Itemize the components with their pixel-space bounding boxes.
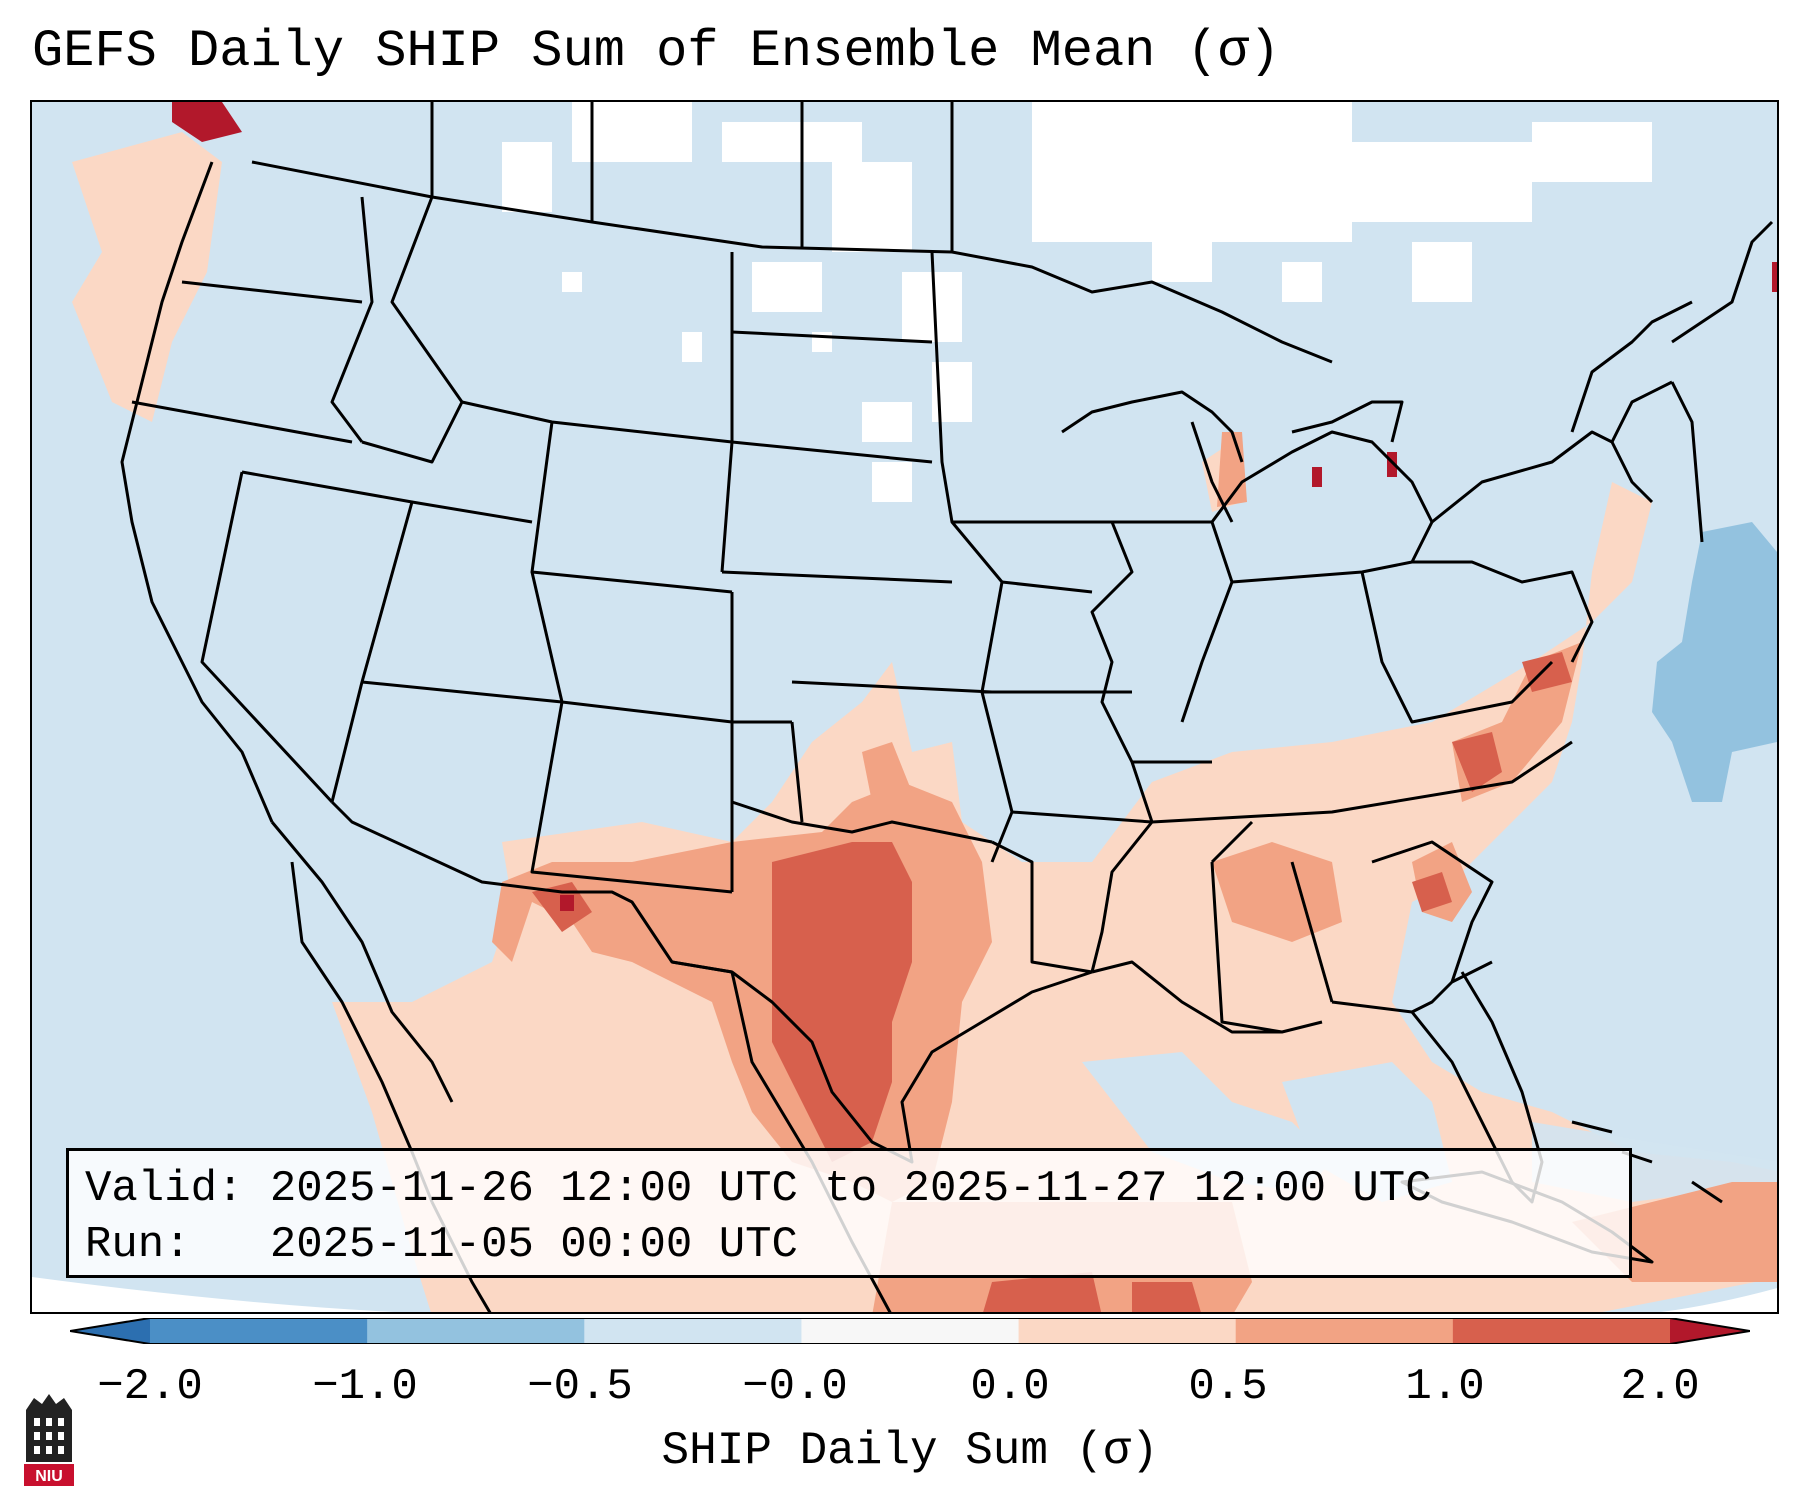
colorbar-tick-label: −1.0 (312, 1362, 418, 1412)
colorbar-segments (150, 1318, 1671, 1344)
projection-edge-right (1660, 1288, 1777, 1312)
canada-speckles (502, 102, 1652, 502)
niu-logo-building (26, 1394, 72, 1462)
colorbar (70, 1318, 1750, 1344)
positive-strong-region (532, 652, 1572, 1312)
colorbar-segment (1452, 1318, 1671, 1344)
valid-time-line: Valid: 2025-11-26 12:00 UTC to 2025-11-2… (85, 1164, 1432, 1214)
map-panel (30, 100, 1779, 1314)
colorbar-tick-label: −0.0 (742, 1362, 848, 1412)
colorbar-segment (150, 1318, 368, 1344)
colorbar-label: SHIP Daily Sum (σ) (661, 1425, 1159, 1477)
colorbar-tick-label: 0.0 (970, 1362, 1050, 1412)
colorbar-segment (801, 1318, 1020, 1344)
colorbar-tick-label: −0.5 (527, 1362, 633, 1412)
colorbar-segment (1235, 1318, 1454, 1344)
niu-logo-text: NIU (35, 1468, 63, 1485)
colorbar-tick-label: −2.0 (97, 1362, 203, 1412)
colorbar-segment (367, 1318, 585, 1344)
niu-logo: NIU (24, 1394, 74, 1486)
colorbar-segment (584, 1318, 802, 1344)
colorbar-tick-label: 2.0 (1620, 1362, 1700, 1412)
positive-extreme-spots (172, 102, 1777, 911)
niu-logo-banner (24, 1464, 74, 1486)
chart-title: GEFS Daily SHIP Sum of Ensemble Mean (σ) (32, 22, 1281, 81)
colorbar-tick-label: 1.0 (1405, 1362, 1485, 1412)
run-time-line: Run: 2025-11-05 00:00 UTC (85, 1220, 798, 1270)
colorbar-tick-label: 0.5 (1188, 1362, 1268, 1412)
map-canvas (32, 102, 1777, 1312)
validity-info-box: Valid: 2025-11-26 12:00 UTC to 2025-11-2… (66, 1148, 1632, 1278)
projection-edge-left (32, 1277, 395, 1312)
colorbar-over-arrow (1670, 1318, 1750, 1344)
atlantic-negative-patch (1652, 522, 1777, 802)
colorbar-under-arrow (70, 1318, 150, 1344)
colorbar-segment (1018, 1318, 1237, 1344)
